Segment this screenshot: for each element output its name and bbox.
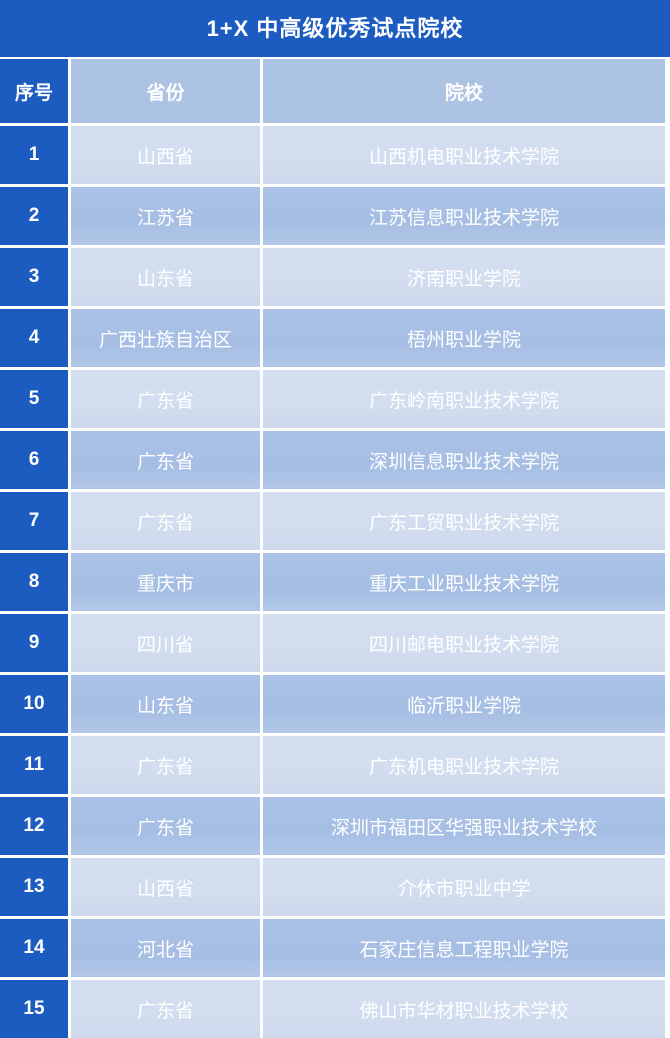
row-index: 5 <box>0 370 68 428</box>
row-school: 临沂职业学院 <box>263 675 665 733</box>
row-province: 广东省 <box>71 736 260 794</box>
table-header-row: 序号 省份 院校 <box>0 59 670 123</box>
row-index: 2 <box>0 187 68 245</box>
row-province: 广东省 <box>71 431 260 489</box>
table-row: 10 山东省 临沂职业学院 <box>0 675 670 733</box>
table-row: 3 山东省 济南职业学院 <box>0 248 670 306</box>
row-index: 9 <box>0 614 68 672</box>
row-province: 广东省 <box>71 797 260 855</box>
column-header-index: 序号 <box>0 59 68 123</box>
table-row: 7 广东省 广东工贸职业技术学院 <box>0 492 670 550</box>
row-index: 7 <box>0 492 68 550</box>
row-index: 10 <box>0 675 68 733</box>
table-row: 8 重庆市 重庆工业职业技术学院 <box>0 553 670 611</box>
row-school: 广东机电职业技术学院 <box>263 736 665 794</box>
row-school: 深圳市福田区华强职业技术学校 <box>263 797 665 855</box>
row-province: 广西壮族自治区 <box>71 309 260 367</box>
row-index: 6 <box>0 431 68 489</box>
row-school: 广东工贸职业技术学院 <box>263 492 665 550</box>
row-province: 山西省 <box>71 858 260 916</box>
row-province: 山西省 <box>71 126 260 184</box>
row-index: 4 <box>0 309 68 367</box>
table-row: 5 广东省 广东岭南职业技术学院 <box>0 370 670 428</box>
row-school: 梧州职业学院 <box>263 309 665 367</box>
row-index: 11 <box>0 736 68 794</box>
table-row: 13 山西省 介休市职业中学 <box>0 858 670 916</box>
table-row: 2 江苏省 江苏信息职业技术学院 <box>0 187 670 245</box>
row-province: 山东省 <box>71 675 260 733</box>
table-row: 9 四川省 四川邮电职业技术学院 <box>0 614 670 672</box>
row-province: 广东省 <box>71 980 260 1038</box>
row-index: 13 <box>0 858 68 916</box>
row-province: 重庆市 <box>71 553 260 611</box>
table-row: 11 广东省 广东机电职业技术学院 <box>0 736 670 794</box>
table-row: 14 河北省 石家庄信息工程职业学院 <box>0 919 670 977</box>
page-title: 1+X 中高级优秀试点院校 <box>206 15 464 41</box>
row-index: 15 <box>0 980 68 1038</box>
row-school: 广东岭南职业技术学院 <box>263 370 665 428</box>
row-school: 深圳信息职业技术学院 <box>263 431 665 489</box>
row-school: 济南职业学院 <box>263 248 665 306</box>
row-province: 山东省 <box>71 248 260 306</box>
row-province: 广东省 <box>71 370 260 428</box>
row-province: 广东省 <box>71 492 260 550</box>
row-index: 3 <box>0 248 68 306</box>
row-school: 四川邮电职业技术学院 <box>263 614 665 672</box>
row-school: 介休市职业中学 <box>263 858 665 916</box>
row-province: 河北省 <box>71 919 260 977</box>
row-index: 12 <box>0 797 68 855</box>
row-index: 14 <box>0 919 68 977</box>
table-row: 1 山西省 山西机电职业技术学院 <box>0 126 670 184</box>
row-school: 山西机电职业技术学院 <box>263 126 665 184</box>
column-header-province: 省份 <box>71 59 260 123</box>
row-index: 8 <box>0 553 68 611</box>
row-school: 江苏信息职业技术学院 <box>263 187 665 245</box>
table-row: 4 广西壮族自治区 梧州职业学院 <box>0 309 670 367</box>
table-row: 15 广东省 佛山市华材职业技术学校 <box>0 980 670 1038</box>
row-province: 江苏省 <box>71 187 260 245</box>
column-header-school: 院校 <box>263 59 665 123</box>
row-school: 石家庄信息工程职业学院 <box>263 919 665 977</box>
row-school: 重庆工业职业技术学院 <box>263 553 665 611</box>
row-school: 佛山市华材职业技术学校 <box>263 980 665 1038</box>
table-row: 12 广东省 深圳市福田区华强职业技术学校 <box>0 797 670 855</box>
row-province: 四川省 <box>71 614 260 672</box>
table-title-banner: 1+X 中高级优秀试点院校 <box>0 0 670 57</box>
table-row: 6 广东省 深圳信息职业技术学院 <box>0 431 670 489</box>
row-index: 1 <box>0 126 68 184</box>
